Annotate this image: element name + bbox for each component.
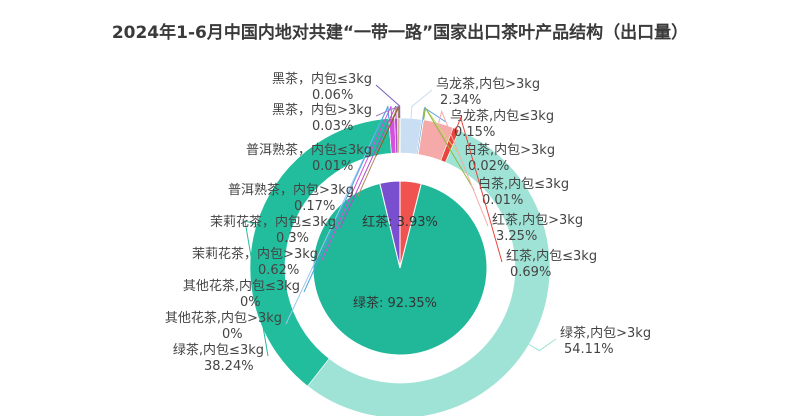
outer-slice-7	[249, 118, 392, 387]
outer-label-name-4: 红茶,内包>3kg	[492, 212, 583, 228]
outer-label-name-3: 白茶,内包≤3kg	[478, 176, 569, 192]
outer-label-pct-6: 54.11%	[564, 342, 614, 357]
leader-line-9	[303, 106, 390, 293]
outer-label-name-0: 乌龙茶,内包>3kg	[436, 76, 540, 92]
leader-line-6	[528, 338, 557, 352]
outer-slice-15	[399, 117, 401, 154]
outer-label-name-1: 乌龙茶,内包≤3kg	[450, 108, 554, 124]
outer-label-pct-7: 38.24%	[204, 359, 254, 374]
outer-label-pct-4: 3.25%	[496, 229, 537, 244]
outer-label-pct-10: 0.62%	[258, 263, 299, 278]
outer-label-name-13: 普洱熟茶，内包≤3kg	[246, 142, 372, 158]
outer-label-pct-5: 0.69%	[510, 265, 551, 280]
outer-label-name-14: 黑茶，内包>3kg	[272, 102, 372, 118]
outer-label-pct-15: 0.06%	[312, 88, 353, 103]
outer-label-pct-13: 0.01%	[312, 159, 353, 174]
outer-label-pct-12: 0.17%	[294, 199, 335, 214]
outer-label-name-6: 绿茶,内包>3kg	[560, 325, 651, 341]
outer-label-name-12: 普洱熟茶，内包>3kg	[228, 182, 354, 198]
inner-slice-2	[379, 180, 401, 269]
outer-label-pct-9: 0%	[240, 295, 261, 310]
outer-label-name-7: 绿茶,内包≤3kg	[173, 342, 264, 358]
leader-line-3	[423, 106, 475, 191]
outer-slice-6	[307, 129, 551, 416]
outer-label-name-15: 黑茶，内包≤3kg	[272, 71, 372, 87]
inner-label-1: 绿茶: 92.35%	[353, 295, 437, 311]
outer-label-pct-14: 0.03%	[312, 119, 353, 134]
outer-label-name-10: 茉莉花茶，内包>3kg	[192, 246, 318, 262]
leader-line-0	[410, 89, 433, 119]
outer-label-pct-0: 2.34%	[440, 93, 481, 108]
leader-line-1	[422, 107, 447, 123]
outer-label-pct-11: 0.3%	[276, 231, 309, 246]
leader-line-11	[339, 105, 397, 229]
outer-label-name-5: 红茶,内包≤3kg	[506, 248, 597, 264]
leader-line-7	[244, 220, 269, 357]
outer-label-pct-2: 0.02%	[468, 159, 509, 174]
chart-title: 2024年1-6月中国内地对共建“一带一路”国家出口茶叶产品结构（出口量）	[111, 23, 689, 43]
outer-label-name-11: 茉莉花茶，内包≤3kg	[210, 214, 336, 230]
leader-line-5	[455, 116, 503, 263]
outer-label-name-9: 其他花茶,内包≤3kg	[183, 278, 300, 294]
outer-label-pct-8: 0%	[222, 327, 243, 342]
leader-line-15	[375, 84, 401, 119]
inner-label-0: 红茶: 3.93%	[362, 214, 438, 230]
outer-label-pct-1: 0.15%	[454, 125, 495, 140]
outer-label-name-8: 其他花茶,内包>3kg	[165, 310, 282, 326]
outer-label-name-2: 白茶,内包>3kg	[464, 142, 555, 158]
outer-label-pct-3: 0.01%	[482, 193, 523, 208]
inner-slice-1	[312, 182, 488, 356]
leader-line-4	[438, 109, 489, 227]
